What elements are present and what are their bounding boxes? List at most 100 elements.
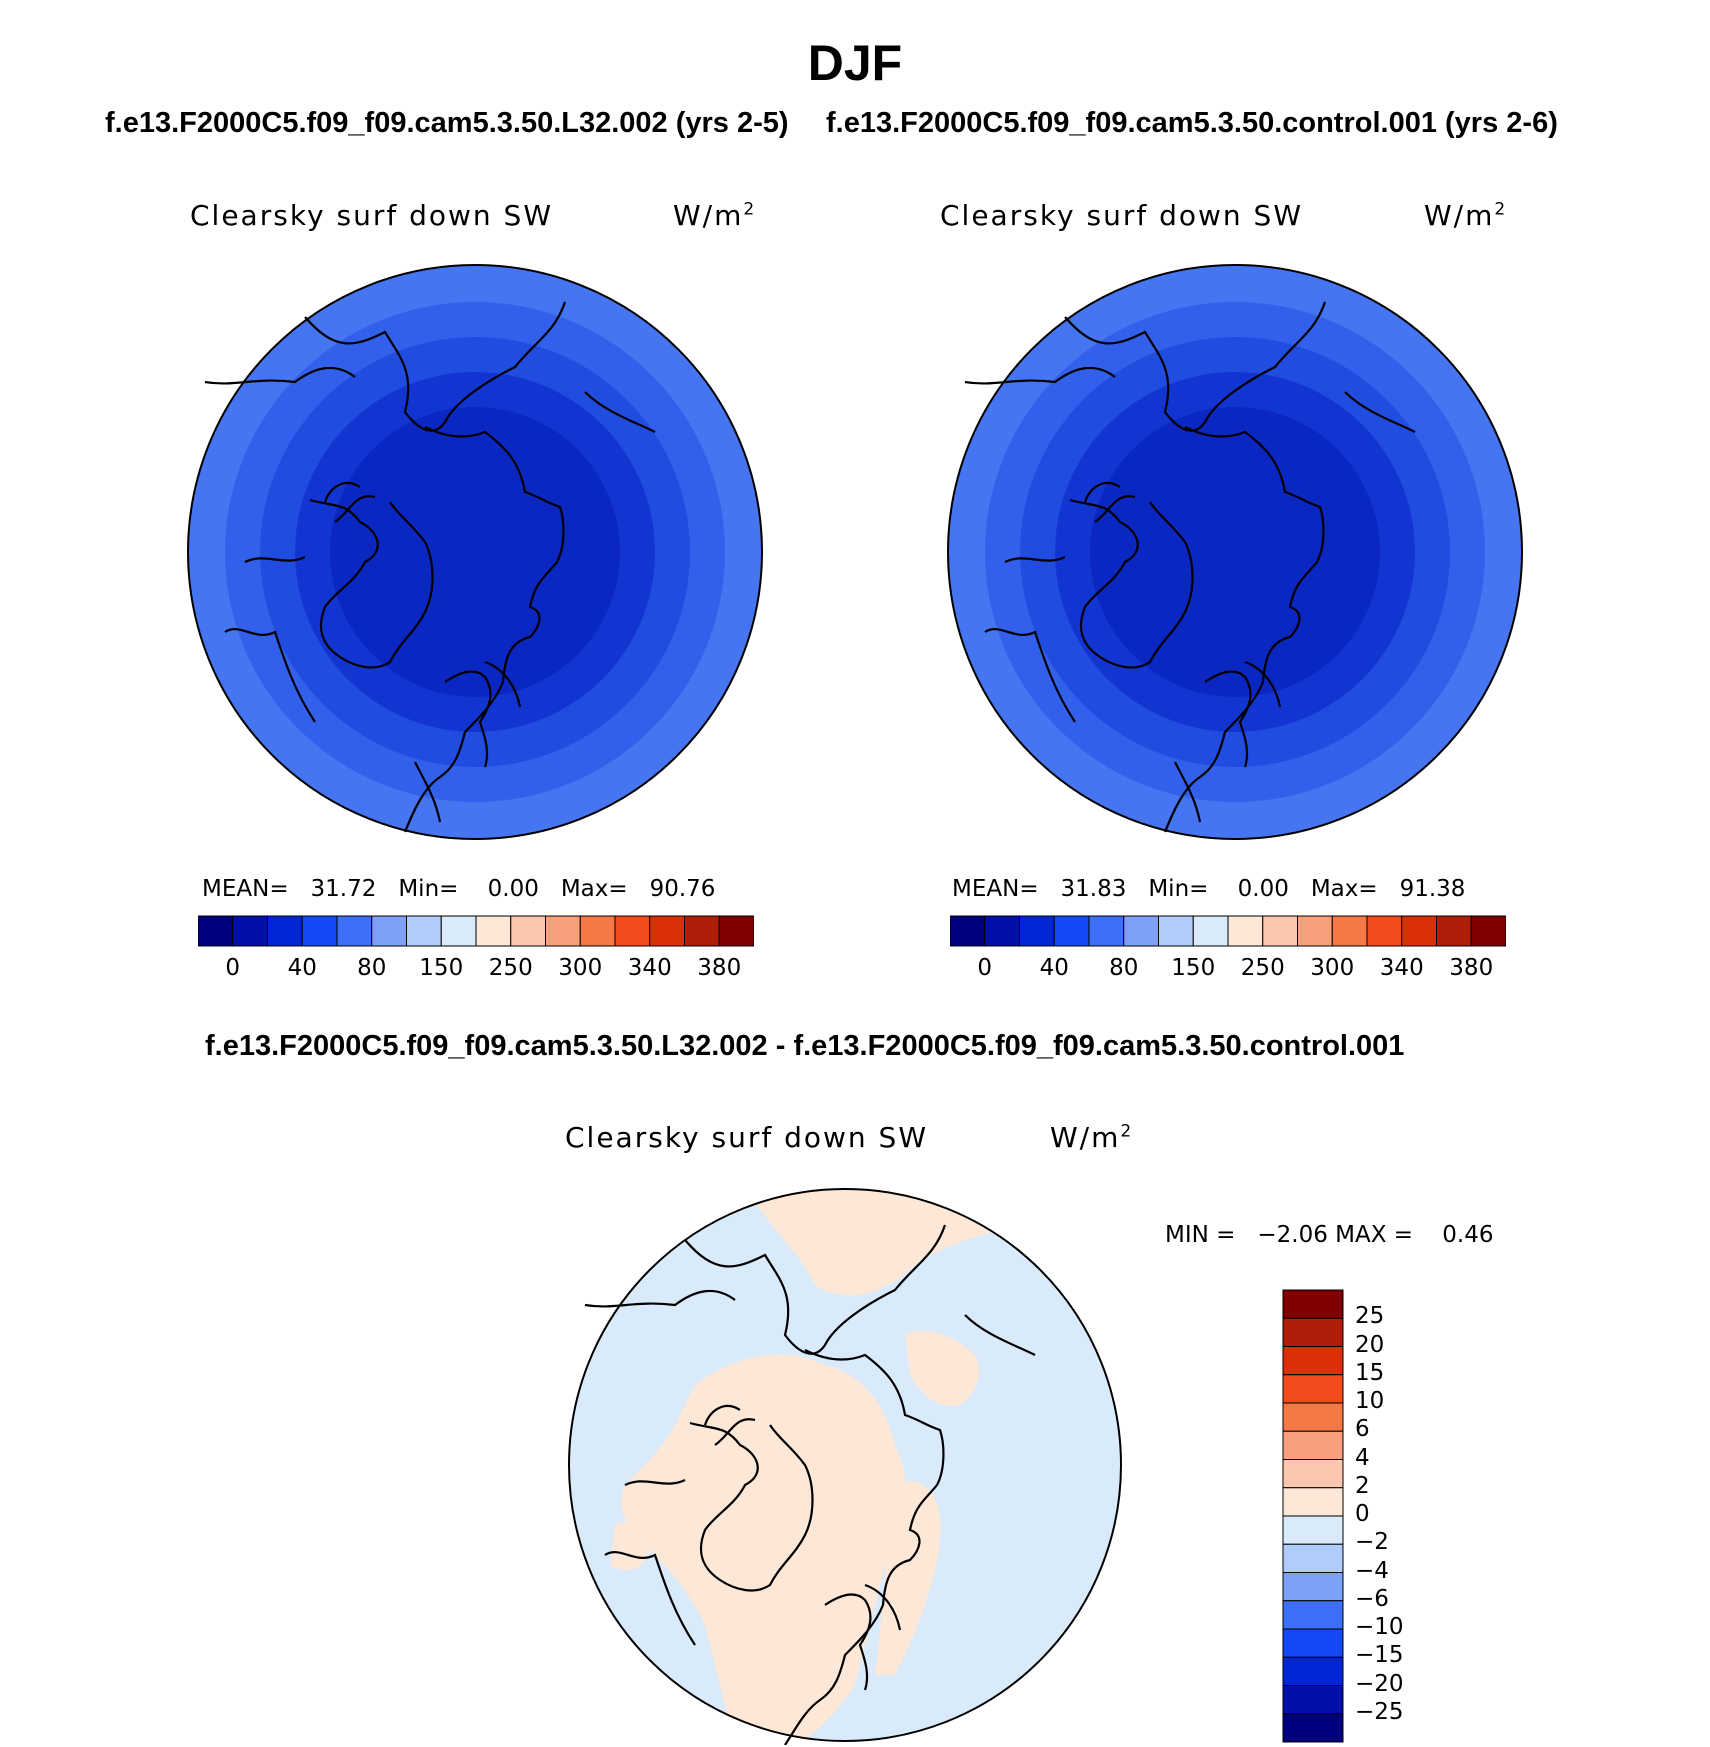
colorbar-label: 80	[1109, 955, 1139, 981]
colorbar-swatch	[1019, 915, 1055, 947]
colorbar-swatch	[1297, 915, 1333, 947]
colorbar-label: −10	[1355, 1614, 1404, 1640]
colorbar-label: 10	[1355, 1388, 1385, 1414]
panel2-case-title: f.e13.F2000C5.f09_f09.cam5.3.50.control.…	[826, 107, 1558, 139]
colorbar-swatch	[649, 915, 685, 947]
colorbar-swatch	[1282, 1572, 1344, 1602]
colorbar-label: 380	[697, 955, 742, 981]
colorbar-label: 380	[1449, 955, 1494, 981]
colorbar-swatch	[232, 915, 268, 947]
colorbar-swatch	[950, 915, 986, 947]
diff-variable-label: Clearsky surf down SW	[565, 1121, 929, 1154]
contour-ring	[330, 407, 620, 697]
colorbar-label: 2	[1355, 1472, 1370, 1499]
colorbar-label: 0	[977, 955, 993, 981]
panel1-colorbar	[198, 915, 754, 947]
colorbar-label: 150	[1171, 955, 1216, 981]
colorbar-swatch	[301, 915, 338, 947]
panel2-coastlines	[964, 301, 1416, 833]
colorbar-label: −15	[1355, 1642, 1404, 1669]
colorbar-swatch	[684, 915, 720, 947]
colorbar-swatch	[1282, 1656, 1344, 1686]
colorbar-swatch	[1282, 1515, 1344, 1545]
colorbar-label: 150	[419, 955, 464, 981]
panel1-coastlines	[204, 301, 656, 833]
colorbar-swatch	[1282, 1628, 1344, 1658]
colorbar-label: 15	[1355, 1359, 1385, 1386]
colorbar-swatch	[406, 915, 442, 947]
colorbar-swatch	[1282, 1374, 1344, 1404]
colorbar-label: 25	[1355, 1303, 1385, 1330]
diff-units-label: W/m2	[1050, 1121, 1134, 1154]
contour-ring	[1090, 407, 1380, 697]
diff-colorbar	[1282, 1289, 1344, 1743]
figure-title: DJF	[807, 35, 903, 91]
colorbar-swatch	[198, 915, 234, 947]
colorbar-swatch	[1282, 1685, 1344, 1715]
colorbar-swatch	[1282, 1713, 1344, 1743]
colorbar-swatch	[1227, 915, 1264, 947]
diff-minmax: MIN = −2.06 MAX = 0.46	[1165, 1222, 1494, 1248]
colorbar-swatch	[1282, 1459, 1344, 1489]
panel1-polar-map	[187, 264, 763, 840]
colorbar-label: 4	[1355, 1444, 1370, 1471]
colorbar-label: 250	[1240, 955, 1285, 981]
colorbar-swatch	[1282, 1402, 1344, 1432]
panel1-variable-label: Clearsky surf down SW	[190, 199, 554, 232]
colorbar-swatch	[1282, 1289, 1344, 1319]
panel1-contour-rings	[188, 265, 762, 839]
colorbar-swatch	[1262, 915, 1298, 947]
colorbar-swatch	[1282, 1543, 1344, 1573]
panel2-colorbar-labels: 0 40 80 150 250 300 340 380	[950, 955, 1506, 985]
colorbar-swatch	[1331, 915, 1368, 947]
colorbar-swatch	[614, 915, 651, 947]
colorbar-label: 20	[1355, 1331, 1385, 1358]
colorbar-swatch	[1436, 915, 1472, 947]
colorbar-label: 6	[1355, 1416, 1370, 1443]
colorbar-swatch	[1123, 915, 1159, 947]
diff-polar-map	[568, 1188, 1122, 1745]
colorbar-swatch	[1282, 1346, 1344, 1376]
colorbar-swatch	[1053, 915, 1090, 947]
colorbar-label: 250	[488, 955, 533, 981]
colorbar-swatch	[1366, 915, 1403, 947]
panel1-colorbar-labels: 0 40 80 150 250 300 340 380	[198, 955, 754, 985]
colorbar-label: 300	[1310, 955, 1355, 981]
panel2-contour-rings	[948, 265, 1522, 839]
colorbar-label: 40	[287, 955, 317, 981]
colorbar-label: 0	[225, 955, 241, 981]
colorbar-swatch	[440, 915, 477, 947]
colorbar-swatch	[510, 915, 546, 947]
panel1-map-boundary	[187, 264, 763, 840]
diff-positive-regions	[610, 1189, 1035, 1741]
diff-coastlines	[584, 1224, 1036, 1745]
colorbar-swatch	[267, 915, 303, 947]
panel2-units-label: W/m2	[1424, 199, 1508, 232]
panel2-map-boundary	[947, 264, 1523, 840]
colorbar-swatch	[718, 915, 754, 947]
colorbar-swatch	[1192, 915, 1229, 947]
colorbar-label: −4	[1355, 1557, 1389, 1584]
diff-case-title: f.e13.F2000C5.f09_f09.cam5.3.50.L32.002 …	[205, 1030, 1405, 1062]
panel2-colorbar	[950, 915, 1506, 947]
colorbar-swatch	[984, 915, 1020, 947]
colorbar-swatch	[1088, 915, 1125, 947]
colorbar-swatch	[1282, 1430, 1344, 1460]
colorbar-label: −6	[1355, 1585, 1389, 1612]
diff-map-boundary	[568, 1188, 1122, 1742]
colorbar-swatch	[475, 915, 512, 947]
panel1-case-title: f.e13.F2000C5.f09_f09.cam5.3.50.L32.002 …	[105, 107, 789, 139]
colorbar-swatch	[1282, 1487, 1344, 1517]
colorbar-label: 300	[558, 955, 603, 981]
colorbar-label: 340	[627, 955, 672, 981]
colorbar-label: −25	[1355, 1698, 1404, 1725]
colorbar-swatch	[1282, 1600, 1344, 1630]
diff-colorbar-labels: 25 20 15 10 6 4 2 0 −2 −4 −6 −10 −15 −20 −25	[1355, 1289, 1435, 1743]
panel2-polar-map	[947, 264, 1523, 840]
colorbar-swatch	[1282, 1317, 1344, 1347]
colorbar-swatch	[1158, 915, 1194, 947]
colorbar-label: 340	[1379, 955, 1424, 981]
colorbar-swatch	[371, 915, 407, 947]
colorbar-swatch	[1401, 915, 1437, 947]
colorbar-label: 0	[1355, 1501, 1370, 1527]
